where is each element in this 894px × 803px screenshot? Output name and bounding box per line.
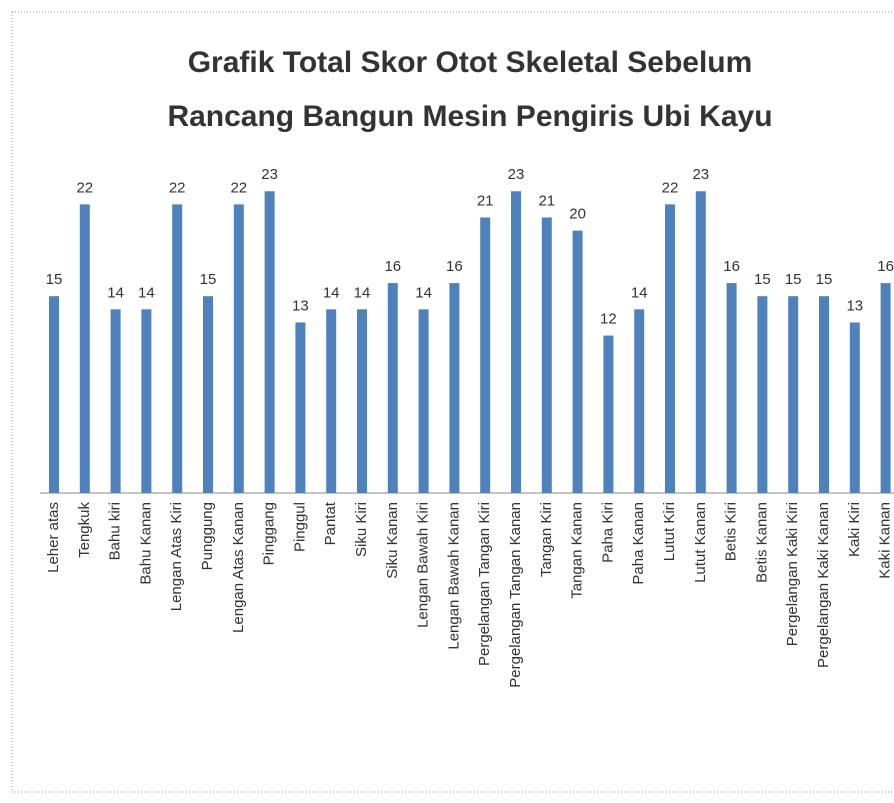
data-label: 14	[323, 284, 340, 301]
x-tick-label: Tengkuk	[76, 502, 93, 558]
data-label: 20	[569, 206, 586, 223]
data-label: 21	[538, 192, 555, 209]
data-label: 22	[230, 179, 247, 196]
bar	[110, 309, 121, 493]
bar	[264, 191, 275, 494]
bar	[480, 217, 491, 494]
x-tick-label: Leher atas	[45, 502, 62, 573]
data-label: 15	[200, 271, 217, 288]
bar	[233, 204, 244, 494]
x-tick-label: Siku Kiri	[353, 502, 370, 557]
bar	[172, 204, 183, 494]
x-tick-label: Lengan Atas Kiri	[168, 502, 185, 611]
x-tick-label: Pergelangan Kaki Kanan	[815, 502, 832, 668]
bar	[603, 335, 614, 493]
x-tick-label: Pergelangan Tangan Kanan	[507, 502, 524, 688]
bar	[819, 296, 829, 493]
data-label: 23	[692, 166, 709, 183]
bar	[726, 283, 737, 493]
bar	[326, 309, 337, 493]
x-tick-label: Kaki Kiri	[846, 502, 863, 557]
x-tick-label: Pergelangan Tangan Kiri	[476, 502, 493, 666]
x-tick-label: Paha Kiri	[599, 502, 616, 563]
bar	[203, 296, 213, 493]
bar	[79, 204, 90, 494]
chart-title: Rancang Bangun Mesin Pengiris Ubi Kayu	[167, 100, 772, 133]
data-label: 22	[169, 179, 186, 196]
x-tick-label: Pinggang	[261, 502, 278, 565]
data-label: 13	[292, 297, 309, 314]
x-tick-label: Paha Kanan	[630, 502, 647, 585]
x-tick-label: Pergelangan Kaki Kiri	[784, 502, 801, 646]
data-label: 16	[723, 258, 740, 275]
x-tick-label: Lengan Atas Kanan	[230, 502, 247, 633]
x-tick-label: Tangan Kanan	[569, 502, 586, 599]
x-tick-label: Bahu kiri	[107, 502, 124, 560]
x-tick-label: Lengan Bawah Kiri	[415, 502, 432, 628]
bar	[572, 230, 583, 493]
bar	[880, 283, 891, 493]
data-label: 14	[415, 284, 432, 301]
data-label: 15	[785, 271, 802, 288]
x-tick-label: Bahu Kanan	[137, 502, 154, 585]
data-label: 14	[138, 284, 155, 301]
data-label: 15	[46, 271, 63, 288]
x-tick-label: Betis Kanan	[753, 502, 770, 583]
data-label: 23	[508, 166, 525, 183]
bar	[541, 217, 552, 494]
bar	[449, 283, 460, 493]
data-label: 14	[354, 284, 371, 301]
data-label: 16	[877, 258, 894, 275]
data-label: 14	[107, 284, 124, 301]
chart-title: Grafik Total Skor Otot Skeletal Sebelum	[188, 46, 753, 79]
bar	[665, 204, 675, 494]
x-tick-label: Lutut Kanan	[692, 502, 709, 583]
x-tick-label: Tangan Kiri	[538, 502, 555, 577]
x-tick-label: Pinggul	[291, 502, 308, 552]
bar	[695, 191, 706, 494]
data-label: 15	[754, 271, 771, 288]
bar	[634, 309, 645, 493]
bar	[757, 296, 768, 493]
x-tick-label: Lengan Bawah Kanan	[445, 502, 462, 650]
x-tick-label: Kaki Kanan	[877, 502, 894, 579]
data-label: 22	[76, 179, 93, 196]
bar	[511, 191, 521, 494]
bar	[49, 296, 59, 493]
x-tick-label: Lutut Kiri	[661, 502, 678, 561]
data-label: 21	[477, 192, 494, 209]
bar	[357, 309, 367, 493]
data-label: 16	[384, 258, 401, 275]
bar	[788, 296, 799, 493]
bar	[295, 322, 306, 493]
x-tick-label: Betis Kiri	[723, 502, 740, 561]
data-label: 22	[662, 179, 679, 196]
bar	[387, 283, 398, 493]
bar	[849, 322, 860, 493]
data-label: 14	[631, 284, 648, 301]
x-tick-label: Punggung	[199, 502, 216, 570]
x-tick-label: Pantat	[322, 501, 339, 545]
bar	[141, 309, 152, 493]
data-label: 23	[261, 166, 278, 183]
bar	[418, 309, 429, 493]
x-tick-label: Siku Kanan	[384, 502, 401, 579]
data-label: 13	[846, 297, 863, 314]
data-label: 15	[816, 271, 833, 288]
data-label: 12	[600, 311, 617, 328]
data-label: 16	[446, 258, 463, 275]
